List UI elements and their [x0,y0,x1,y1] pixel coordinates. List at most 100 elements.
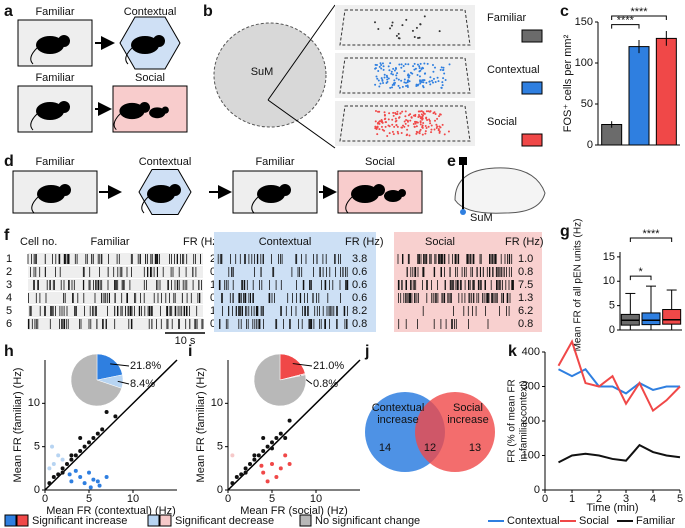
cell-dot [391,130,394,133]
cell-dot [406,84,409,87]
spike-train [30,267,197,277]
cell-dot [379,62,382,65]
point [104,410,109,414]
cell-dot [421,133,424,136]
cell-dot [423,112,426,115]
spike-train [228,267,348,277]
x-tick-label: 2 [596,493,602,505]
cell-dot [381,79,384,82]
cell-dot [395,77,398,80]
cell-dot [442,77,445,80]
cell-dot [387,77,390,80]
y-tick-label: 0 [587,139,593,151]
cell-dot [415,26,418,29]
mouse-icon [345,196,353,214]
firing-rate: 1.0 [518,253,533,265]
cell-number: 1 [6,253,12,265]
cell-dot [441,123,444,126]
cell-dot [400,63,403,66]
cell-dot [406,80,409,83]
bar [628,46,650,146]
point [248,462,252,466]
x-tick-label: 5 [86,493,92,505]
region-label: SuM [251,66,274,78]
point [259,463,264,468]
point [69,453,74,458]
x-axis-label: Mean FR (contextual) (Hz) [46,505,176,517]
venn-label: Social [453,402,483,414]
cell-dot [441,84,444,87]
point [60,466,65,471]
point [97,483,102,488]
column-header: FR (Hz) [505,236,544,248]
y-tick-label: 15 [603,251,615,263]
diagonal [44,359,178,491]
cell-dot [381,62,384,65]
spike-train [398,319,489,329]
y-tick-label: 400 [522,346,540,358]
y-tick-label: 10 [603,275,615,287]
brain-slice [213,22,327,128]
cell-dot [420,116,423,119]
mouse-icon [58,35,70,47]
mouse-icon [37,185,65,203]
cell-dot [425,81,428,84]
spike-train [422,306,510,316]
cell-dot [397,32,400,35]
point [56,472,61,477]
venn-label: Contextual [372,402,425,414]
x-tick-label: 0 [225,493,231,505]
cell-dot [439,68,442,71]
cell-dot [405,18,408,21]
cell-dot [438,130,441,133]
cell-dot [376,122,379,125]
y-tick-label: 200 [522,415,540,427]
point [95,479,100,484]
panel-letter: k [508,343,517,360]
point [60,457,65,462]
brain-sketch [454,167,546,214]
cell-dot [391,84,394,87]
cell-dot [404,115,407,118]
firing-rate: 0.6 [352,292,367,304]
cell-dot [443,72,446,75]
cell-dot [393,69,396,72]
spike-train [222,306,348,316]
cell-dot [390,86,393,89]
cell-dot [403,125,406,128]
cell-dot [391,118,394,121]
cell-dot [383,76,386,79]
mouse-icon [384,190,402,202]
panel-letter: a [4,3,13,20]
cell-dot [429,83,432,86]
point [230,453,235,458]
cell-dot [420,110,423,113]
cell-dot [388,69,391,72]
cell-dot [382,65,385,68]
firing-rate: 0.8 [518,318,533,330]
firing-rate: 7.5 [518,279,533,291]
cell-dot [392,111,395,114]
cell-dot [390,72,393,75]
cell-dot [411,29,414,32]
cell-dot [429,110,432,113]
legend-label: Social [579,515,609,527]
firing-rate: 0.6 [352,266,367,278]
cell-dot [410,116,413,119]
cell-dot [427,110,430,113]
cell-dot [430,124,433,127]
spike-train [219,319,348,329]
column-header: Familiar [90,236,129,248]
cell-dot [394,117,397,120]
zoom-line [267,4,336,101]
cell-dot [378,65,381,68]
cell-dot [396,125,399,128]
cell-dot [420,67,423,70]
panel-letter: b [203,3,213,20]
cell-dot [388,112,391,115]
cell-dot [414,120,417,123]
cell-dot [387,118,390,121]
arena-label: Familiar [35,156,74,168]
cell-dot [387,65,390,68]
mouse-icon [141,196,149,214]
